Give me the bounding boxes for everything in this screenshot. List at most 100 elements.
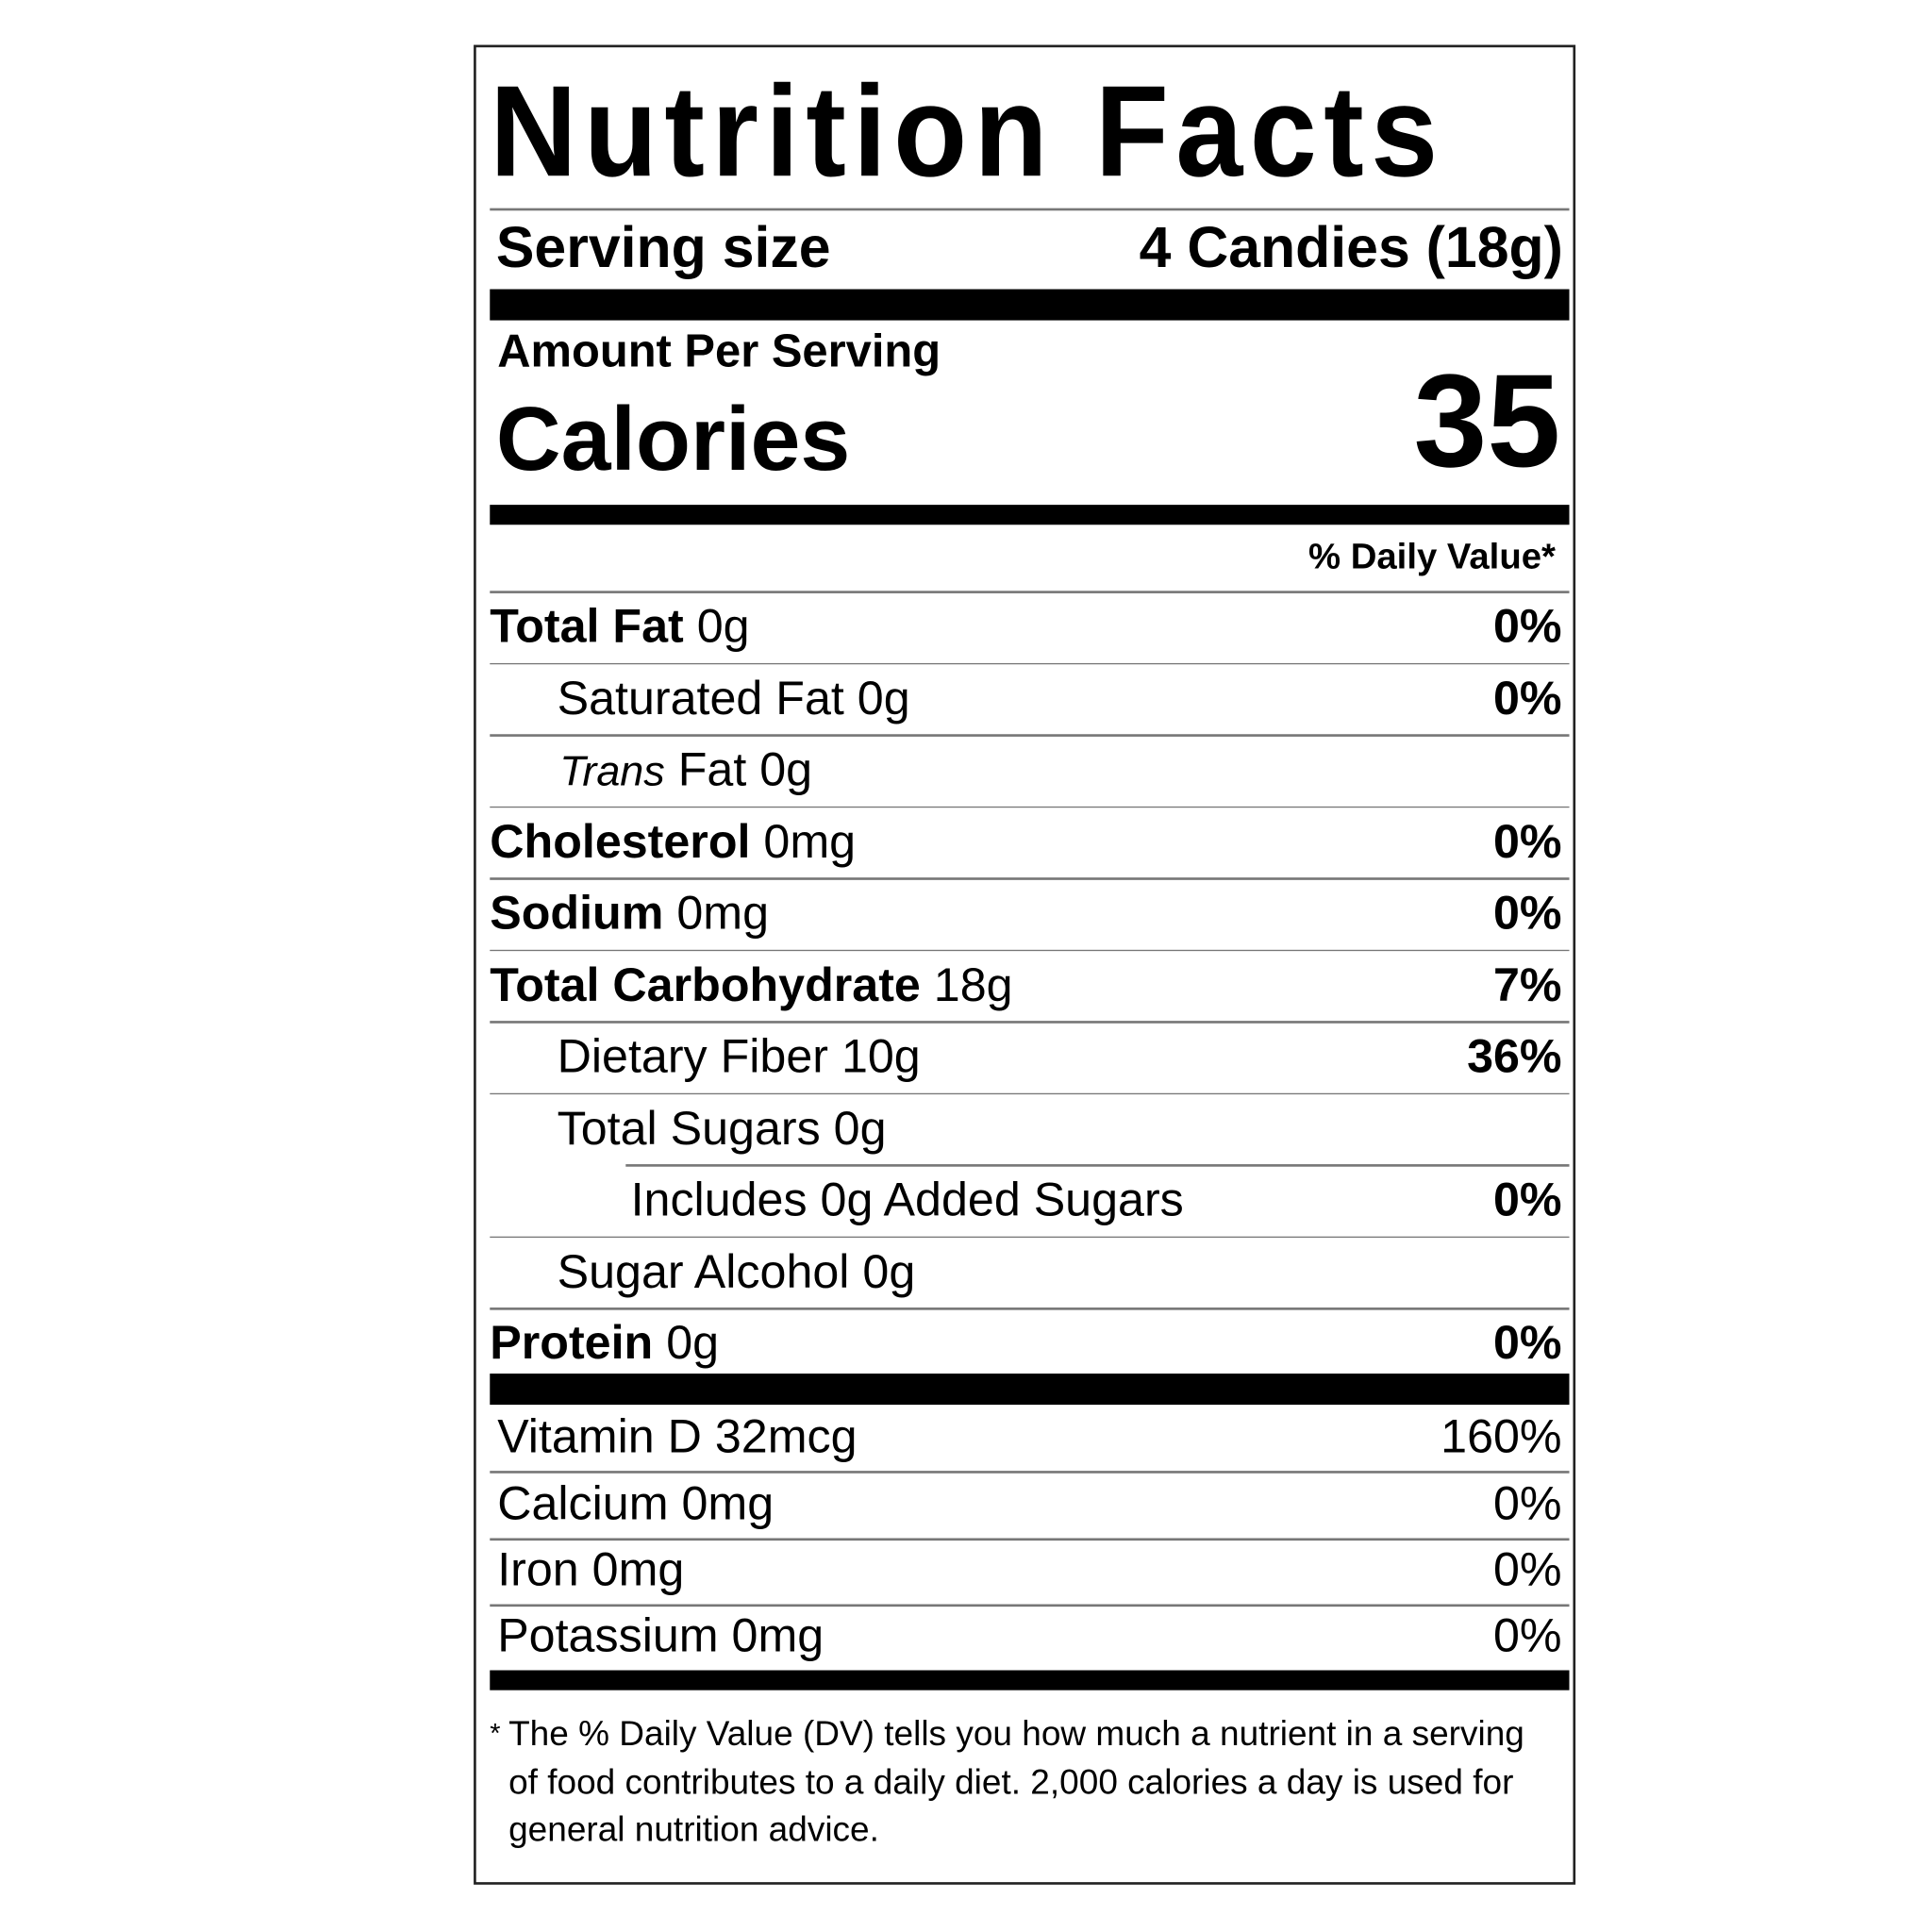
vitamin-row: Iron 0mg 0% (490, 1538, 1561, 1604)
nutrient-daily-value: 36% (1467, 1030, 1562, 1084)
nutrient-row: Cholesterol 0mg 0% (490, 808, 1561, 878)
nutrient-name: Trans Fat 0g (559, 736, 812, 808)
vitamin-daily-value: 160% (1441, 1410, 1562, 1464)
nutrient-label: Trans (559, 747, 665, 795)
nutrient-row: Sugar Alcohol 0g (490, 1237, 1561, 1307)
nutrient-label: Total Fat (490, 600, 684, 654)
nutrient-amount: 18g (933, 958, 1013, 1012)
nutrient-label: Cholesterol (490, 815, 751, 869)
nutrient-label: Total Carbohydrate (490, 958, 921, 1012)
nutrient-daily-value: 0% (1493, 1317, 1562, 1371)
vitamin-row: Potassium 0mg 0% (490, 1605, 1561, 1671)
nutrient-amount: 0g (666, 1317, 720, 1371)
vitamin-amount: 0mg (591, 1544, 685, 1597)
divider (490, 877, 1570, 880)
nutrient-row: Dietary Fiber 10g 36% (490, 1022, 1562, 1092)
nutrient-label: Dietary Fiber (557, 1030, 828, 1084)
divider (490, 806, 1570, 808)
calories-value: 35 (1413, 347, 1561, 495)
nutrient-amount: 0g (833, 1102, 887, 1156)
vitamin-label: Iron (497, 1544, 579, 1597)
nutrient-name: Cholesterol 0mg (490, 808, 856, 878)
divider (490, 208, 1570, 210)
nutrient-name: Protein 0g (490, 1308, 719, 1379)
nutrient-name: Saturated Fat 0g (558, 664, 910, 735)
serving-size-value: 4 Candies (18g) (1139, 214, 1563, 279)
calories-label: Calories (495, 390, 851, 491)
divider (490, 1307, 1570, 1310)
nutrient-label: Saturated Fat (557, 672, 844, 725)
divider (490, 1538, 1570, 1541)
serving-size-label: Serving size (495, 214, 831, 279)
amount-per-serving: Amount Per Serving (497, 325, 941, 377)
divider (490, 1021, 1570, 1024)
divider (490, 1471, 1570, 1474)
divider (490, 591, 1570, 593)
footnote-asterisk: * (490, 1717, 501, 1749)
nutrient-row: Includes 0g Added Sugars 0% (490, 1165, 1562, 1236)
nutrient-name: Total Carbohydrate 18g (490, 950, 1012, 1021)
nutrient-row: Sodium 0mg 0% (490, 879, 1561, 950)
thick-divider (490, 289, 1570, 321)
nutrient-daily-value: 0% (1493, 600, 1562, 654)
nutrient-name: Dietary Fiber 10g (558, 1022, 921, 1092)
divider (490, 949, 1570, 952)
vitamin-amount: 0mg (731, 1610, 824, 1663)
vitamin-daily-value: 0% (1493, 1610, 1562, 1663)
nutrient-amount: 0g (696, 600, 750, 654)
nutrient-daily-value: 0% (1493, 1174, 1562, 1227)
nutrient-name: Sugar Alcohol 0g (558, 1237, 916, 1307)
nutrient-amount: 10g (841, 1030, 921, 1084)
nutrient-daily-value: 0% (1493, 815, 1562, 869)
label-border (474, 44, 1576, 1885)
vitamin-label: Potassium (497, 1610, 719, 1663)
nutrient-daily-value: 7% (1493, 958, 1562, 1012)
nutrient-label: Total Sugars (557, 1102, 821, 1156)
divider (490, 1604, 1570, 1607)
medium-divider (490, 1670, 1570, 1690)
daily-value-header: % Daily Value* (1307, 537, 1556, 577)
vitamin-name: Calcium 0mg (497, 1472, 774, 1538)
vitamin-name: Potassium 0mg (497, 1605, 824, 1671)
vitamin-amount: 32mcg (714, 1410, 858, 1464)
divider (625, 1164, 1570, 1167)
nutrient-row: Protein 0g 0% (490, 1308, 1561, 1379)
vitamin-name: Vitamin D 32mcg (497, 1405, 857, 1471)
nutrient-daily-value: 0% (1493, 887, 1562, 941)
footnote: * The % Daily Value (DV) tells you how m… (490, 1710, 1561, 1855)
nutrient-name: Total Sugars 0g (558, 1093, 887, 1164)
footnote-text: The % Daily Value (DV) tells you how muc… (508, 1713, 1524, 1849)
divider (490, 662, 1570, 665)
divider (490, 1092, 1570, 1095)
thick-divider (490, 1374, 1570, 1406)
nutrient-amount: 0mg (676, 887, 769, 941)
nutrient-row: Total Sugars 0g (490, 1093, 1561, 1164)
vitamin-daily-value: 0% (1493, 1544, 1562, 1597)
divider (490, 1236, 1570, 1239)
nutrient-name: Total Fat 0g (490, 592, 749, 663)
nutrient-amount: 0g (862, 1245, 916, 1299)
nutrient-row: Trans Fat 0g (490, 736, 1561, 807)
nutrient-row: Total Carbohydrate 18g 7% (490, 950, 1561, 1021)
vitamin-row: Calcium 0mg 0% (490, 1472, 1561, 1538)
nutrient-label: Sodium (490, 887, 664, 941)
vitamin-row: Vitamin D 32mcg 160% (490, 1405, 1561, 1471)
vitamin-label: Calcium (497, 1478, 669, 1531)
nutrient-row: Saturated Fat 0g 0% (490, 664, 1562, 735)
nutrient-amount: 0g (857, 672, 910, 725)
vitamin-amount: 0mg (681, 1478, 774, 1531)
nutrient-label: Includes 0g Added Sugars (630, 1174, 1184, 1227)
nutrient-label-rest: Fat (677, 743, 747, 797)
vitamin-label: Vitamin D (497, 1410, 702, 1464)
label-title: Nutrition Facts (490, 59, 1445, 205)
nutrient-amount: 0g (759, 743, 813, 797)
divider (490, 734, 1570, 737)
nutrient-label: Protein (490, 1317, 654, 1371)
nutrient-amount: 0mg (763, 815, 857, 869)
nutrient-name: Includes 0g Added Sugars (631, 1165, 1184, 1236)
nutrient-row: Total Fat 0g 0% (490, 592, 1561, 663)
nutrient-name: Sodium 0mg (490, 879, 769, 950)
vitamin-name: Iron 0mg (497, 1538, 684, 1604)
vitamin-daily-value: 0% (1493, 1478, 1562, 1531)
